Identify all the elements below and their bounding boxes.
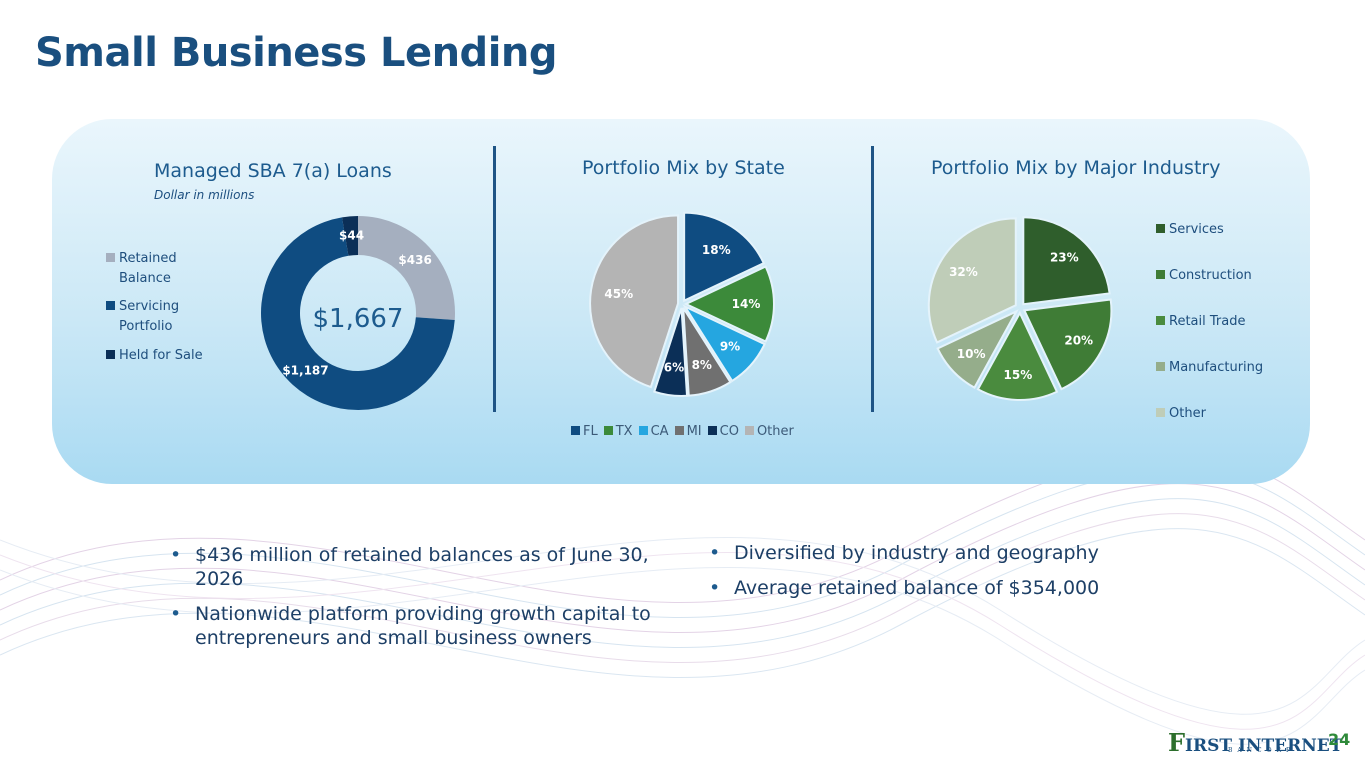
slice-other xyxy=(589,214,680,389)
industry-pie-chart: 23% 20% 15% 10% 32% xyxy=(927,216,1113,401)
bullet-dot: • xyxy=(709,577,721,599)
divider-right xyxy=(871,146,874,412)
slice-held-for-sale xyxy=(341,216,358,256)
legend-label: CA xyxy=(650,424,669,439)
legend-swatch xyxy=(1156,408,1165,417)
bullet-item: • Nationwide platform providing growth ca… xyxy=(170,602,660,650)
legend-item: Servicing Portfolio xyxy=(106,297,194,337)
data-label: $436 xyxy=(398,253,431,267)
legend-swatch xyxy=(1156,270,1165,279)
legend-swatch xyxy=(638,426,648,435)
industry-chart-title: Portfolio Mix by Major Industry xyxy=(931,157,1221,179)
legend-swatch xyxy=(1156,316,1165,325)
data-label: 6% xyxy=(664,360,684,374)
legend-item: Services xyxy=(1156,222,1224,237)
slice-construction xyxy=(1022,298,1113,391)
logo-initial: F xyxy=(1168,728,1186,757)
state-chart-title: Portfolio Mix by State xyxy=(582,157,785,179)
slice-co xyxy=(653,307,689,397)
legend-label: Servicing Portfolio xyxy=(119,299,180,334)
data-label: 10% xyxy=(957,347,986,361)
bullet-dot: • xyxy=(709,542,721,564)
legend-label: Manufacturing xyxy=(1169,360,1264,375)
background-waves xyxy=(0,453,1365,745)
sba-donut-chart: $436 $1,187 $44 $1,667 xyxy=(260,216,455,410)
data-label: 32% xyxy=(949,265,978,279)
company-logo: FIRST INTERNET BANCORP xyxy=(1168,728,1342,757)
legend-swatch xyxy=(603,426,613,435)
legend-swatch xyxy=(1156,362,1165,371)
data-label: $1,187 xyxy=(282,364,328,378)
bullet-item: • $436 million of retained balances as of… xyxy=(170,543,660,591)
legend-label: MI xyxy=(686,424,702,439)
data-label: 9% xyxy=(720,339,740,353)
bullet-text: $436 million of retained balances as of … xyxy=(195,544,649,590)
bullets-right: • Diversified by industry and geography •… xyxy=(709,541,1169,611)
legend-item: Held for Sale xyxy=(106,346,203,366)
data-label: 23% xyxy=(1050,251,1079,265)
data-label: 8% xyxy=(692,358,712,372)
legend-item: Manufacturing xyxy=(1156,360,1263,375)
legend-label: Retained Balance xyxy=(119,251,177,286)
logo-name: IRST INTERNET xyxy=(1185,736,1343,756)
data-label: 45% xyxy=(604,287,633,301)
bullet-dot: • xyxy=(170,603,182,625)
legend-label: Services xyxy=(1169,222,1224,237)
legend-item: Retail Trade xyxy=(1156,314,1245,329)
state-legend: FL TX CA MI CO Other xyxy=(565,424,794,439)
slice-tx xyxy=(683,265,775,343)
legend-item: Construction xyxy=(1156,268,1252,283)
bullets-left: • $436 million of retained balances as of… xyxy=(170,543,660,661)
donut-center-total: $1,667 xyxy=(313,304,404,334)
bullet-item: • Diversified by industry and geography xyxy=(709,541,1169,565)
legend-swatch xyxy=(106,301,115,310)
bullet-dot: • xyxy=(170,544,182,566)
slice-services xyxy=(1022,216,1111,306)
legend-swatch xyxy=(106,253,115,262)
data-label: 14% xyxy=(732,297,761,311)
legend-label: Held for Sale xyxy=(119,348,203,363)
bullet-text: Diversified by industry and geography xyxy=(734,542,1099,564)
data-label: 20% xyxy=(1064,333,1093,347)
legend-label: Other xyxy=(756,424,794,439)
legend-label: Other xyxy=(1169,406,1206,421)
slice-manufacturing xyxy=(936,309,1019,390)
data-label: 18% xyxy=(702,243,731,257)
sba-chart-subtitle: Dollar in millions xyxy=(154,188,255,202)
legend-label: Retail Trade xyxy=(1169,314,1246,329)
data-label: $44 xyxy=(339,228,364,242)
legend-swatch xyxy=(674,426,684,435)
bullet-text: Nationwide platform providing growth cap… xyxy=(195,603,651,649)
bullet-item: • Average retained balance of $354,000 xyxy=(709,576,1169,600)
legend-swatch xyxy=(106,350,115,359)
legend-swatch xyxy=(1156,224,1165,233)
slice-retail-trade xyxy=(976,310,1059,401)
legend-label: Construction xyxy=(1169,268,1252,283)
data-label: 15% xyxy=(1004,368,1033,382)
divider-left xyxy=(493,146,496,412)
page-title: Small Business Lending xyxy=(35,30,558,76)
legend-item: Other xyxy=(1156,406,1206,421)
logo-subtext: BANCORP xyxy=(1228,747,1296,754)
legend-label: CO xyxy=(719,424,739,439)
state-pie-chart: 18% 14% 9% 8% 6% 45% xyxy=(589,211,775,397)
slice-fl xyxy=(683,211,766,303)
legend-swatch xyxy=(744,426,754,435)
legend-label: FL xyxy=(583,424,598,439)
slice-other xyxy=(927,217,1017,344)
legend-label: TX xyxy=(615,424,633,439)
slice-retained-balance xyxy=(358,216,455,321)
legend-swatch xyxy=(571,426,580,435)
page-number: 24 xyxy=(1328,730,1351,749)
slice-ca xyxy=(682,304,766,383)
slice-servicing-portfolio xyxy=(260,217,455,410)
slice-mi xyxy=(682,307,732,397)
sba-chart-title: Managed SBA 7(a) Loans xyxy=(154,160,392,182)
bullet-text: Average retained balance of $354,000 xyxy=(734,577,1100,599)
legend-item: Retained Balance xyxy=(106,249,194,289)
legend-swatch xyxy=(707,426,717,435)
